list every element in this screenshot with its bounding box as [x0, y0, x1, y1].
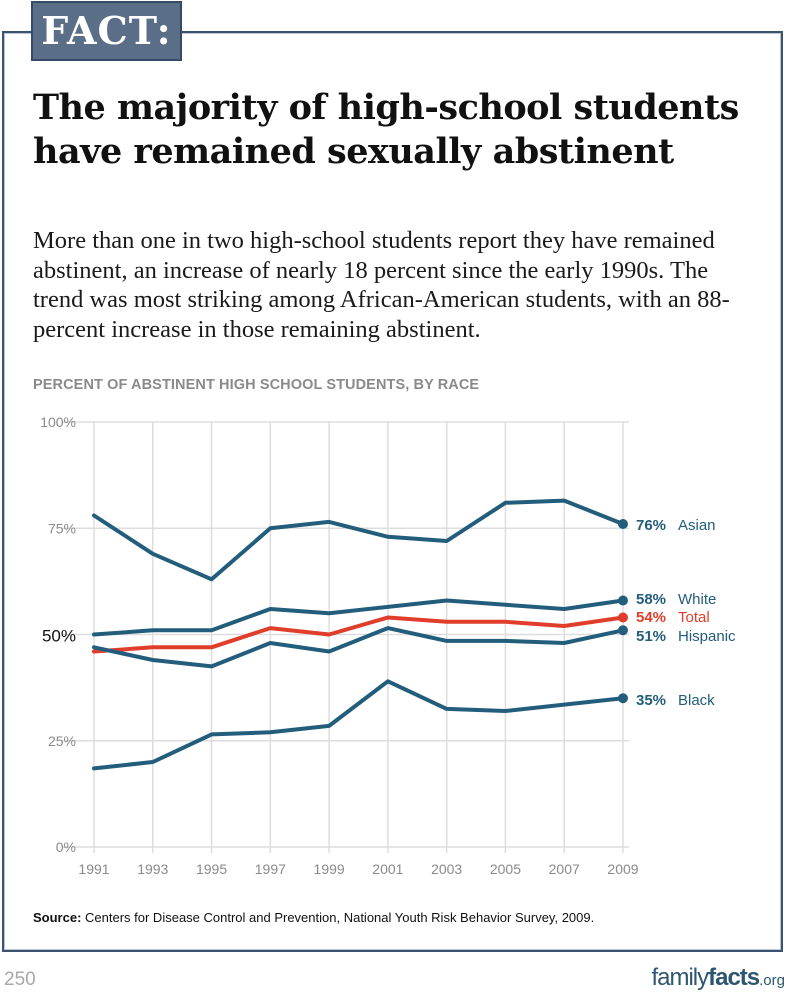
series-end-marker-asian	[618, 519, 628, 529]
series-name: Asian	[678, 517, 716, 534]
x-tick-label: 2009	[607, 861, 638, 877]
brand-logo[interactable]: familyfacts.org	[651, 964, 785, 992]
series-lines	[92, 498, 628, 771]
series-end-value: 58%	[636, 591, 666, 608]
series-name: Hispanic	[678, 628, 736, 645]
source-note: Source: Centers for Disease Control and …	[33, 910, 594, 925]
brand-part-facts: facts	[708, 964, 760, 991]
series-end-marker-hispanic	[618, 625, 628, 636]
x-tick-label: 1997	[255, 861, 286, 877]
x-axis-ticks: 1991 1993 1995 1997 1999 2001 2003 2005 2007 2009	[78, 861, 638, 877]
page-number: 250	[4, 969, 36, 990]
series-line-asian	[92, 498, 625, 582]
grid	[62, 421, 629, 853]
headline: The majority of high-school students hav…	[33, 87, 739, 172]
fact-badge: FACT:	[31, 1, 182, 61]
series-label-white: 58% White	[636, 591, 716, 608]
y-tick-label: 25%	[48, 733, 76, 749]
x-tick-label: 2003	[431, 861, 462, 877]
x-tick-label: 1991	[78, 861, 109, 877]
series-line-black	[92, 679, 625, 771]
source-label: Source:	[33, 910, 82, 925]
series-line-hispanic	[92, 626, 625, 669]
chart-title: PERCENT OF ABSTINENT HIGH SCHOOL STUDENT…	[33, 377, 480, 393]
series-end-labels: 76% Asian 58% White 54% Total 51% Hispanic 35% Bl…	[636, 517, 736, 709]
x-tick-label: 1999	[314, 861, 345, 877]
y-tick-label: 50%	[42, 627, 76, 646]
line-chart: 0% 25% 50% 75% 100% 1991 1993 1995 1997 1999 2001…	[40, 414, 736, 877]
series-label-asian: 76% Asian	[636, 517, 716, 534]
x-tick-label: 2005	[490, 861, 521, 877]
series-end-marker-black	[618, 693, 628, 704]
series-line-white	[92, 598, 625, 637]
series-name: Black	[678, 692, 715, 709]
series-label-black: 35% Black	[636, 692, 715, 709]
series-line-total	[92, 615, 625, 654]
series-end-marker-white	[618, 595, 628, 606]
x-tick-label: 2007	[549, 861, 580, 877]
y-tick-label: 0%	[56, 839, 76, 855]
y-tick-label: 100%	[40, 414, 76, 430]
x-tick-label: 1995	[196, 861, 227, 877]
brand-part-org: .org	[759, 972, 785, 989]
brand-part-family: family	[651, 964, 709, 991]
series-end-marker-total	[618, 612, 628, 623]
x-tick-label: 2001	[372, 861, 403, 877]
y-axis-ticks: 0% 25% 50% 75% 100%	[40, 414, 76, 855]
series-name: White	[678, 591, 716, 608]
series-label-total: 54% Total	[636, 609, 710, 626]
series-end-value: 54%	[636, 609, 666, 626]
x-tick-label: 1993	[137, 861, 168, 877]
series-label-hispanic: 51% Hispanic	[636, 628, 736, 645]
source-text: Centers for Disease Control and Preventi…	[81, 910, 595, 925]
content-frame	[2, 31, 783, 952]
series-end-value: 76%	[636, 517, 666, 534]
lede-paragraph: More than one in two high-school student…	[33, 227, 730, 343]
series-name: Total	[678, 609, 710, 626]
y-tick-label: 75%	[48, 520, 76, 536]
series-end-value: 51%	[636, 628, 666, 645]
series-end-value: 35%	[636, 692, 666, 709]
